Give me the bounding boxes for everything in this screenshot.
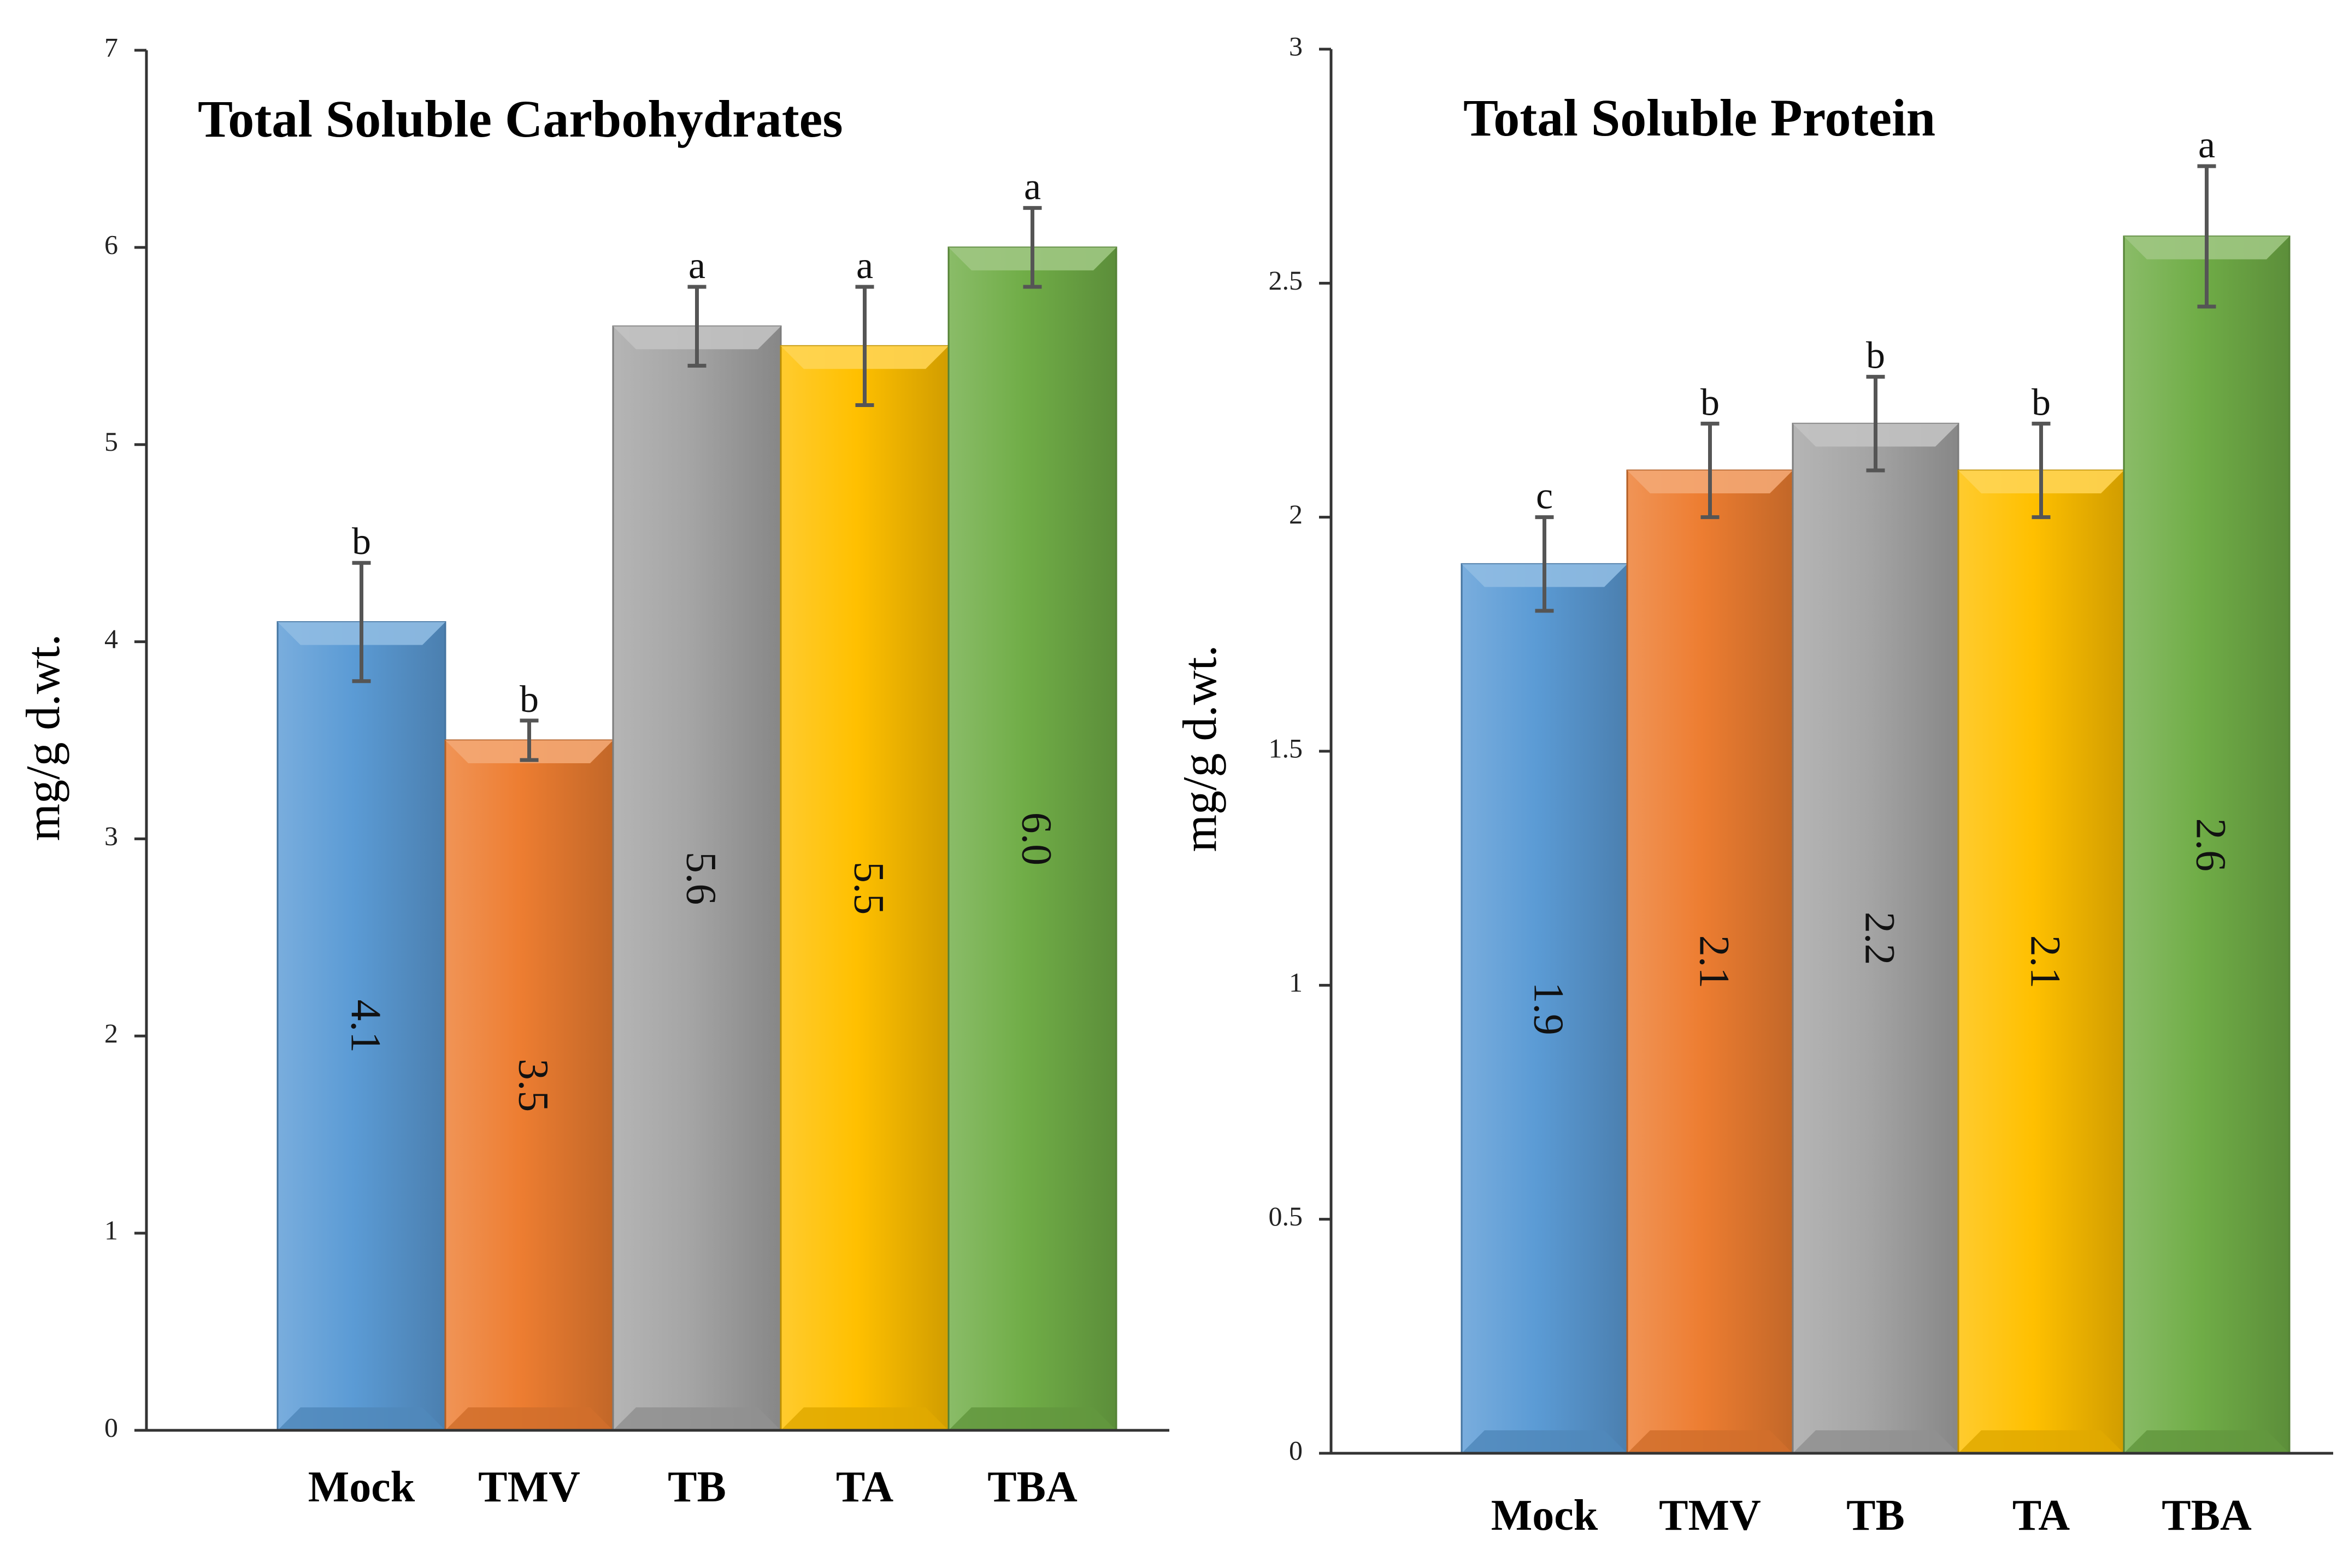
y-tick-label: 6 <box>104 229 118 260</box>
significance-letter: b <box>1866 335 1885 377</box>
y-tick-label: 2.5 <box>1269 265 1303 296</box>
significance-letter: c <box>1536 475 1553 517</box>
y-tick-label: 5 <box>104 426 118 457</box>
protein-chart: 1.9 c Mock 2.1 b TMV 2.2 b TB 2.1 b TA 2.6 a TBA 0 0.5 1 1… <box>1174 31 2333 1540</box>
category-label-tb: TB <box>1846 1492 1905 1540</box>
significance-letter: b <box>1700 381 1720 423</box>
bar-bevel-bottom <box>2124 1430 2289 1453</box>
significance-letter: b <box>352 521 371 563</box>
bar-bevel-bottom <box>1958 1430 2124 1453</box>
bar-bevel-bottom <box>1462 1430 1627 1453</box>
significance-letter: a <box>1024 166 1041 208</box>
significance-letter: a <box>856 245 873 287</box>
y-axis-label: mg/g d.wt. <box>1174 645 1227 852</box>
y-axis-label: mg/g d.wt. <box>17 634 70 841</box>
bar-tmv <box>1626 469 1794 1454</box>
significance-letter: b <box>520 679 539 721</box>
bar-value-label: 2.6 <box>2188 818 2235 872</box>
bar-bevel-bottom <box>949 1407 1116 1430</box>
bar-bevel-bottom <box>445 1407 613 1430</box>
y-tick-label: 1.5 <box>1269 733 1303 763</box>
category-label-tmv: TMV <box>478 1463 580 1511</box>
category-label-mock: Mock <box>308 1463 415 1511</box>
category-label-tba: TBA <box>987 1463 1078 1511</box>
bar-tba <box>947 246 1117 1431</box>
bar-value-label: 2.2 <box>1857 912 1904 965</box>
bar-ta <box>1957 469 2125 1454</box>
bar-bevel-bottom <box>613 1407 781 1430</box>
y-tick-label: 3 <box>104 821 118 851</box>
bar-value-label: 4.1 <box>343 999 390 1053</box>
chart-title: Total Soluble Carbohydrates <box>198 90 843 148</box>
category-label-tba: TBA <box>2162 1492 2252 1540</box>
category-label-tb: TB <box>668 1463 726 1511</box>
category-label-ta: TA <box>2012 1492 2070 1540</box>
y-tick-label: 7 <box>104 32 118 62</box>
bar-value-label: 6.0 <box>1014 812 1061 866</box>
significance-letter: a <box>688 245 705 287</box>
bar-value-label: 3.5 <box>510 1059 558 1112</box>
bar-value-label: 5.5 <box>846 862 893 915</box>
bar-bevel-bottom <box>278 1407 445 1430</box>
y-tick-label: 0 <box>1289 1435 1303 1465</box>
y-tick-label: 4 <box>104 623 118 654</box>
bar-bevel-bottom <box>1793 1430 1958 1453</box>
y-tick-label: 3 <box>1289 31 1303 61</box>
significance-letter: b <box>2032 381 2051 423</box>
y-tick-label: 0.5 <box>1269 1201 1303 1231</box>
bar-bevel-bottom <box>1627 1430 1793 1453</box>
category-label-tmv: TMV <box>1659 1492 1761 1540</box>
y-tick-label: 1 <box>1289 967 1303 998</box>
y-tick-label: 2 <box>1289 499 1303 529</box>
chart-title: Total Soluble Protein <box>1463 89 1935 147</box>
y-tick-label: 2 <box>104 1018 118 1048</box>
significance-letter: a <box>2198 124 2215 166</box>
carbohydrates-chart: 4.1 b Mock 3.5 b TMV 5.6 a TB 5.5 a TA 6.0 a TBA 0 1 2 3 4 5… <box>17 32 1169 1511</box>
category-label-ta: TA <box>836 1463 893 1511</box>
y-tick-label: 0 <box>104 1412 118 1442</box>
bar-value-label: 2.1 <box>1691 935 1739 989</box>
bar-tb <box>1792 422 1959 1454</box>
bar-bevel-bottom <box>781 1407 949 1430</box>
bar-value-label: 2.1 <box>2022 935 2070 989</box>
bar-value-label: 1.9 <box>1526 982 1573 1035</box>
bar-value-label: 5.6 <box>678 852 726 905</box>
bar-mock <box>1461 563 1628 1454</box>
y-tick-label: 1 <box>104 1215 118 1246</box>
category-label-mock: Mock <box>1491 1492 1598 1540</box>
bar-mock <box>276 621 446 1431</box>
